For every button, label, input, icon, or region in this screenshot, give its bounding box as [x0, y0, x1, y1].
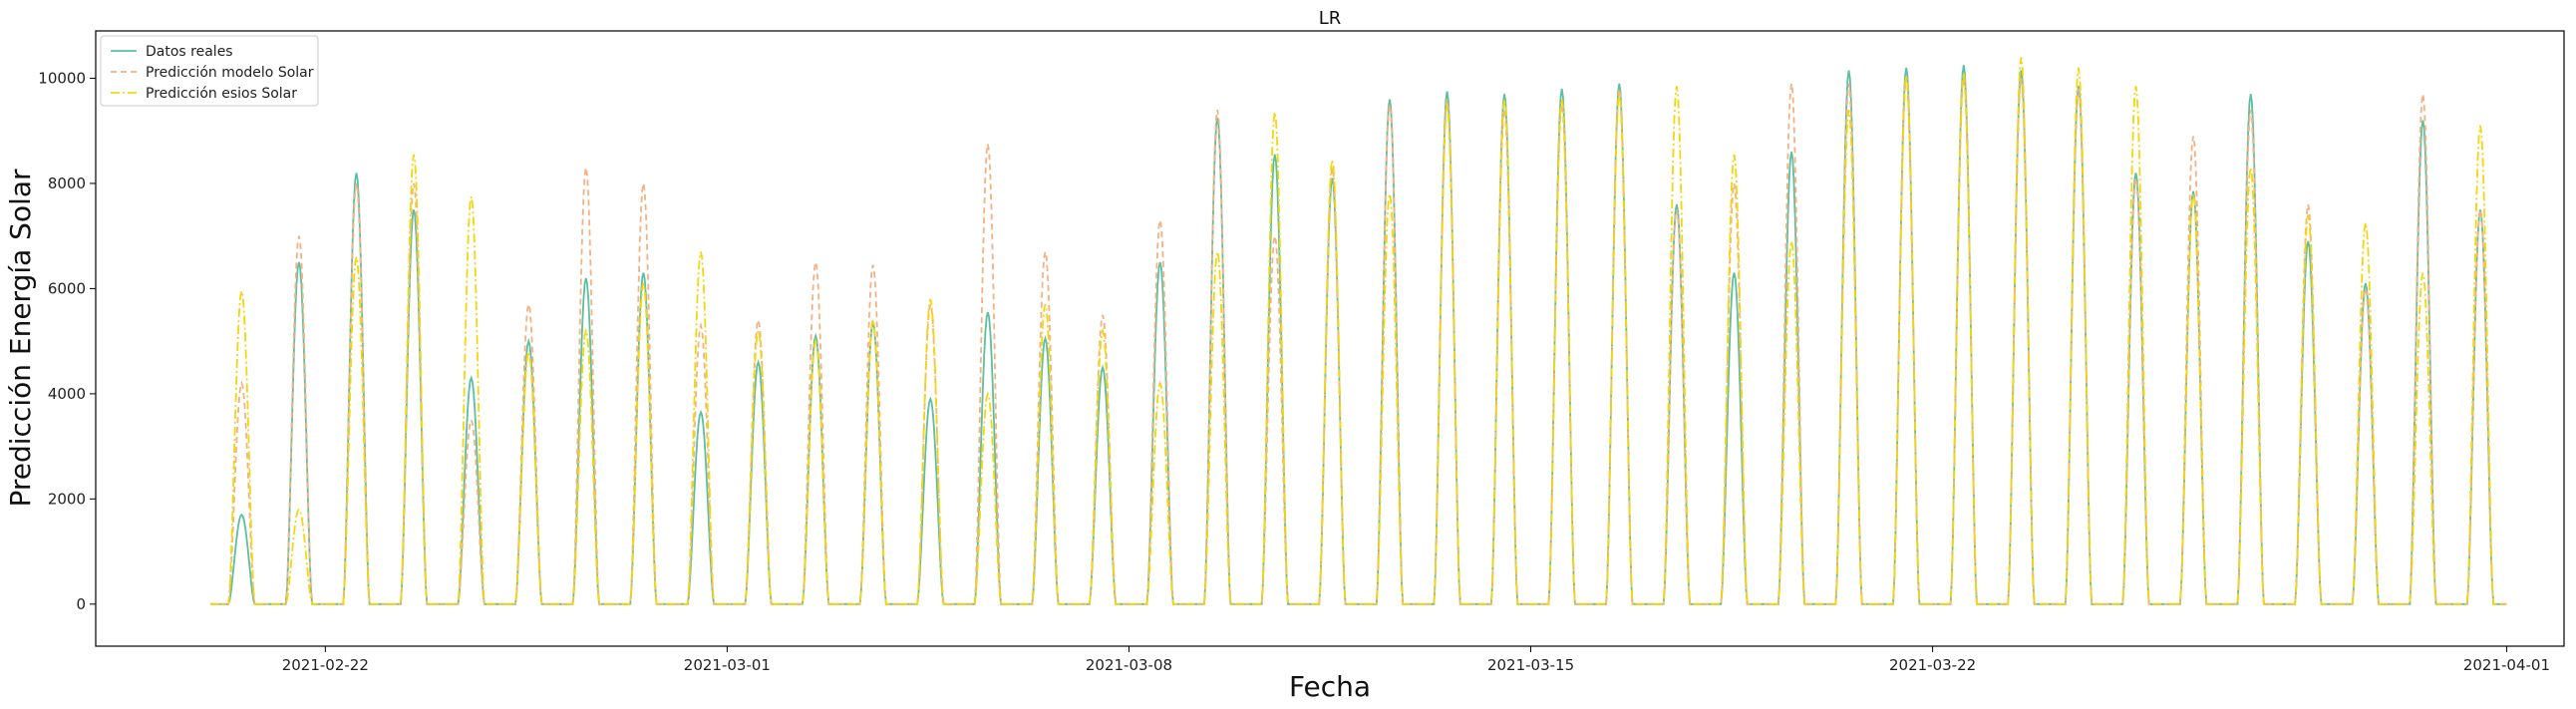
x-tick-label: 2021-02-22 [282, 656, 369, 674]
legend-label-actual: Datos reales [146, 44, 233, 60]
x-tick-label: 2021-03-01 [684, 656, 771, 674]
series-line-esios [210, 57, 2507, 605]
y-tick-label: 10000 [38, 69, 86, 87]
x-tick-label: 2021-03-22 [1889, 656, 1976, 674]
y-tick-label: 2000 [48, 490, 86, 508]
y-tick-label: 8000 [48, 175, 86, 192]
y-axis: 0 2000 4000 6000 8000 10000 [38, 69, 96, 613]
legend: Datos reales Predicción modelo Solar Pre… [100, 35, 319, 107]
series-layer [210, 57, 2507, 605]
series-line-model [210, 78, 2507, 605]
series-line-actual [210, 65, 2507, 605]
y-axis-label: Predicción Energía Solar [4, 169, 37, 508]
x-tick-label: 2021-03-08 [1086, 656, 1172, 674]
plot-frame [95, 30, 2565, 647]
y-tick-label: 4000 [48, 385, 86, 403]
x-tick-label: 2021-04-01 [2463, 656, 2550, 674]
x-axis-label: Fecha [1289, 670, 1371, 703]
x-axis: 2021-02-22 2021-03-01 2021-03-08 2021-03-15… [282, 646, 2550, 674]
y-tick-label: 0 [76, 595, 86, 613]
legend-box [100, 35, 319, 107]
y-tick-label: 6000 [48, 279, 86, 297]
chart-title: LR [1319, 8, 1342, 29]
legend-label-model: Predicción modelo Solar [146, 65, 314, 81]
legend-label-esios: Predicción esios Solar [146, 86, 297, 102]
x-tick-label: 2021-03-15 [1487, 656, 1574, 674]
